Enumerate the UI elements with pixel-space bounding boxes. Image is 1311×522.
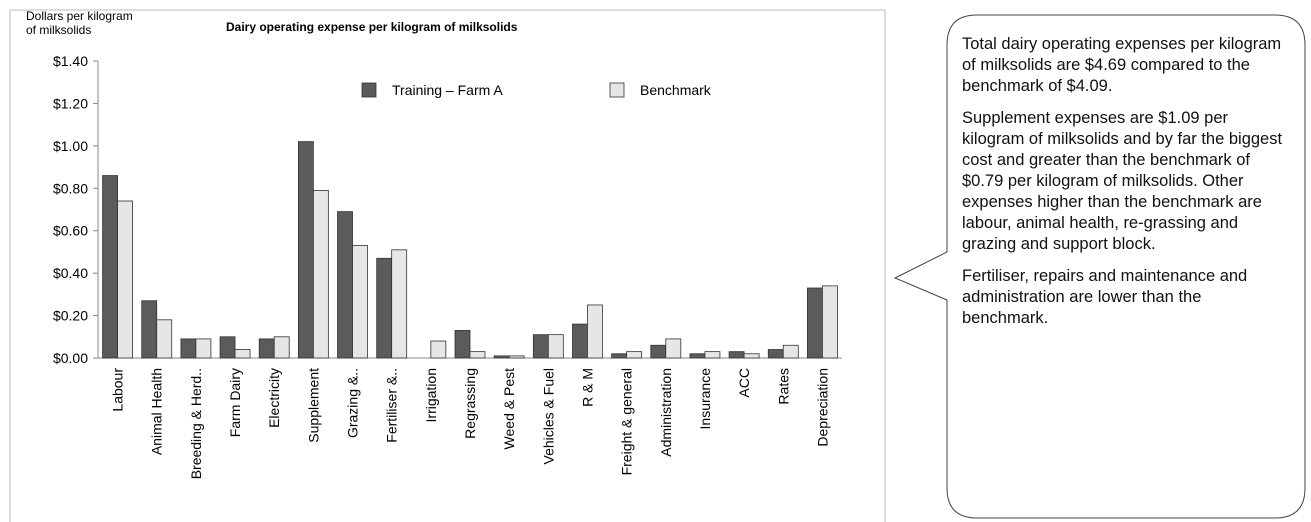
callout: Total dairy operating expenses per kilog… [962, 34, 1292, 340]
callout-text: Fertiliser, repairs and maintenance and … [962, 267, 1248, 327]
y-tick-label: $0.80 [53, 180, 88, 196]
x-tick-label: R & M [579, 368, 595, 407]
y-tick-label: $1.00 [53, 138, 88, 154]
bar [782, 344, 799, 359]
x-tick-label: Rates [775, 368, 791, 405]
bar [626, 351, 643, 359]
bar [234, 349, 251, 359]
bar [650, 344, 667, 359]
x-tick-label: Labour [110, 368, 126, 412]
legend-label: Benchmark [640, 82, 712, 98]
legend-swatch [361, 82, 377, 98]
x-tick-label: Fertiliser &.. [384, 368, 400, 443]
bar [337, 211, 353, 359]
bar [430, 340, 447, 359]
bar [312, 190, 329, 359]
bar [117, 200, 133, 359]
x-tick-label: Breeding & Herd.. [188, 368, 204, 479]
bar [689, 353, 706, 359]
bar [704, 351, 721, 359]
x-tick-label: Insurance [697, 368, 713, 430]
bar [180, 338, 197, 359]
bar [665, 338, 682, 359]
x-tick-label: Supplement [305, 368, 321, 443]
x-tick-label: Animal Health [149, 368, 165, 455]
bar [391, 249, 408, 359]
bar [376, 257, 393, 359]
bar [141, 300, 158, 359]
y-tick-label: $0.20 [53, 308, 88, 324]
bar [807, 287, 823, 359]
callout-text: Supplement expenses are $1.09 per kilogr… [962, 109, 1283, 253]
y-axis-label: Dollars per kilogram [26, 9, 133, 23]
bar [102, 175, 118, 359]
x-tick-label: Vehicles & Fuel [540, 368, 556, 465]
bar [508, 355, 525, 359]
bar [532, 334, 549, 359]
y-tick-label: $1.20 [53, 95, 88, 111]
x-tick-label: Regrassing [462, 368, 478, 439]
x-tick-label: Freight & general [619, 368, 635, 475]
bar [454, 330, 471, 359]
legend-swatch [609, 82, 625, 98]
x-tick-label: Electricity [266, 368, 282, 428]
bar [258, 338, 275, 359]
bar [493, 355, 510, 359]
bar [273, 336, 290, 359]
bar [352, 245, 368, 359]
bar [611, 353, 628, 359]
y-tick-label: $0.40 [53, 265, 88, 281]
y-axis-label: of milksolids [26, 23, 91, 37]
bar [822, 285, 838, 359]
y-tick-label: $1.40 [53, 53, 88, 69]
x-tick-label: Depreciation [814, 368, 830, 447]
x-tick-label: Grazing &.. [345, 368, 361, 438]
chart-title: Dairy operating expense per kilogram of … [226, 20, 518, 34]
chart-frame [9, 9, 886, 522]
bar [743, 353, 760, 359]
bar [195, 338, 212, 359]
x-tick-label: Administration [658, 368, 674, 457]
legend-label: Training – Farm A [392, 82, 503, 98]
callout-bubble [893, 14, 1306, 519]
bar [587, 304, 603, 359]
y-tick-label: $0.00 [53, 350, 88, 366]
bar [728, 351, 745, 359]
bar [469, 351, 486, 359]
x-tick-label: ACC [736, 368, 752, 398]
bar [547, 334, 564, 359]
bar [219, 336, 236, 359]
x-tick-label: Weed & Pest [501, 368, 517, 450]
bar [767, 349, 784, 359]
x-tick-label: Farm Dairy [227, 368, 243, 437]
y-tick-label: $0.60 [53, 223, 88, 239]
bar [572, 323, 588, 359]
bar [297, 141, 314, 359]
x-tick-label: Irrigation [423, 368, 439, 422]
bar [156, 319, 173, 359]
callout-text: Total dairy operating expenses per kilog… [962, 35, 1282, 95]
